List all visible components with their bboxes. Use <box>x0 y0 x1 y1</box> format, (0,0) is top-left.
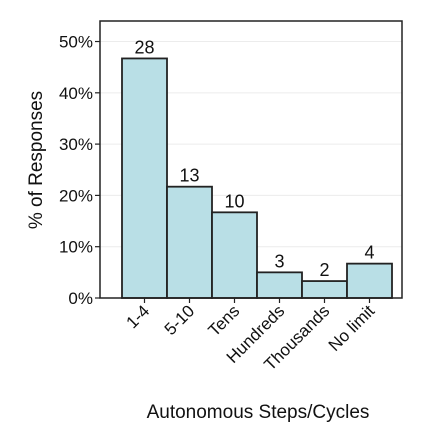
bar-value-label: 4 <box>364 243 374 263</box>
bar <box>346 262 393 299</box>
x-axis-title: Autonomous Steps/Cycles <box>147 402 370 423</box>
x-tick-label: 1-4 <box>123 301 154 332</box>
bars <box>121 57 393 299</box>
bar <box>211 211 258 299</box>
data-labels: 28 13 10 3 2 4 <box>134 37 374 280</box>
bar <box>301 280 348 299</box>
x-tick-label: Tens <box>204 301 243 340</box>
bar-value-label: 13 <box>179 166 199 186</box>
bar <box>166 185 213 299</box>
bar-value-label: 10 <box>224 191 244 211</box>
bar-value-label: 2 <box>319 260 329 280</box>
x-tick-label: 5-10 <box>161 301 198 338</box>
bar-value-label: 28 <box>134 37 154 57</box>
y-tick-label: 10% <box>59 238 93 257</box>
y-ticks: 0% 10% 20% 30% 40% 50% <box>59 33 100 308</box>
plot-frame <box>99 20 403 299</box>
x-tick-label: No limit <box>325 301 379 355</box>
y-axis-title: % of Responses <box>26 91 47 229</box>
y-tick-label: 20% <box>59 186 93 205</box>
y-tick-label: 0% <box>68 289 93 308</box>
bar-value-label: 3 <box>274 251 284 271</box>
y-tick-label: 40% <box>59 84 93 103</box>
bar <box>121 57 168 299</box>
y-tick-label: 50% <box>59 33 93 52</box>
bar <box>256 271 303 299</box>
y-tick-label: 30% <box>59 135 93 154</box>
